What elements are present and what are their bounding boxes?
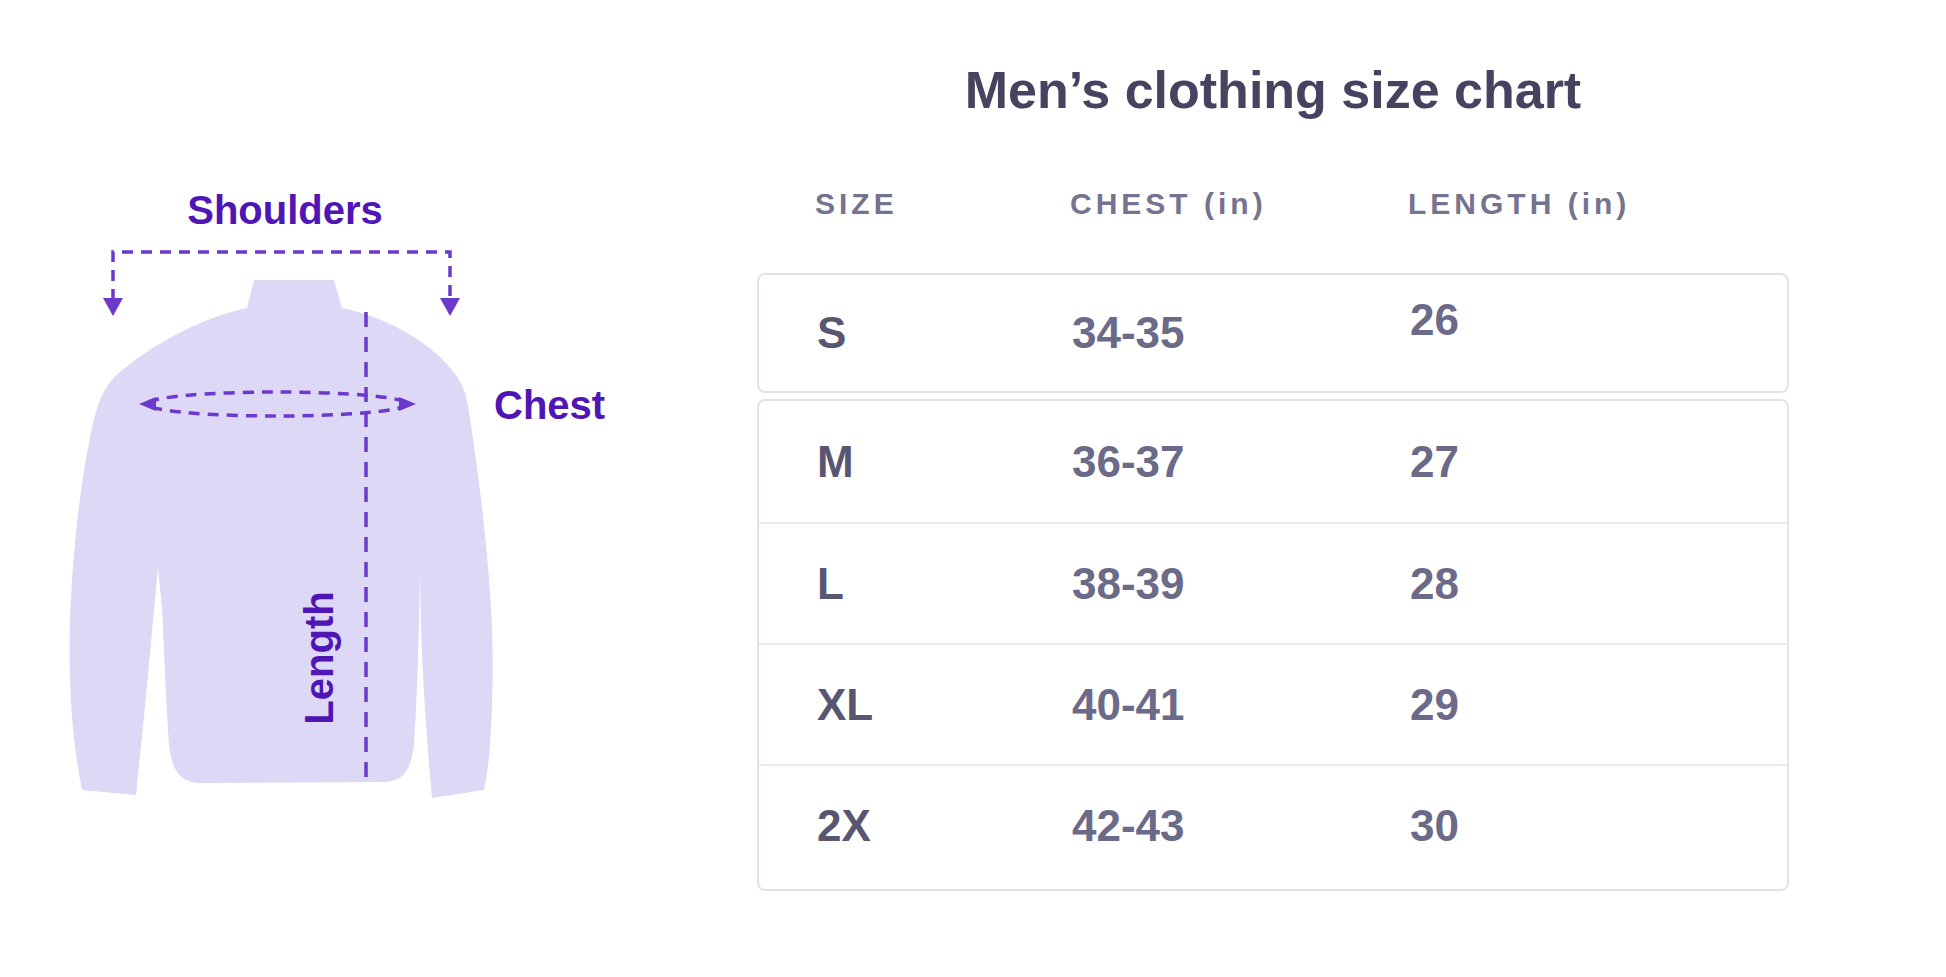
table-row: 2X 42-43 30: [759, 764, 1787, 885]
length-cell: 27: [1410, 437, 1787, 487]
table-row: L 38-39 28: [759, 522, 1787, 643]
table-header-row: SIZE CHEST (in) LENGTH (in): [757, 186, 1789, 222]
size-table-card-m-2x: M 36-37 27 L 38-39 28 XL 40-41 29 2X 42-…: [757, 399, 1789, 891]
length-cell: 29: [1410, 680, 1787, 730]
column-header-size: SIZE: [815, 187, 1070, 221]
length-cell: 26: [1410, 295, 1787, 345]
column-header-length: LENGTH (in): [1408, 187, 1789, 221]
chest-label: Chest: [494, 383, 605, 427]
column-header-chest: CHEST (in): [1070, 187, 1408, 221]
size-cell: M: [817, 437, 1072, 487]
size-cell: XL: [817, 680, 1072, 730]
table-row: S 34-35 26: [759, 275, 1787, 391]
size-cell: S: [817, 308, 1072, 358]
length-label: Length: [297, 591, 341, 724]
size-cell: 2X: [817, 801, 1072, 851]
chest-cell: 42-43: [1072, 801, 1410, 851]
chest-cell: 36-37: [1072, 437, 1410, 487]
table-row: M 36-37 27: [759, 401, 1787, 522]
chest-cell: 34-35: [1072, 308, 1410, 358]
size-table-card-s: S 34-35 26: [757, 273, 1789, 393]
length-cell: 30: [1410, 801, 1787, 851]
shoulders-arrow-right-icon: [440, 298, 460, 316]
shirt-shape: [70, 280, 493, 798]
chest-cell: 40-41: [1072, 680, 1410, 730]
table-row: XL 40-41 29: [759, 643, 1787, 764]
length-cell: 28: [1410, 559, 1787, 609]
shoulders-label: Shoulders: [187, 188, 383, 232]
size-cell: L: [817, 559, 1072, 609]
shoulders-arrow-left-icon: [103, 298, 123, 316]
chest-cell: 38-39: [1072, 559, 1410, 609]
shirt-measurement-illustration: Shoulders Chest Length: [0, 0, 660, 900]
page-title: Men’s clothing size chart: [757, 60, 1789, 120]
